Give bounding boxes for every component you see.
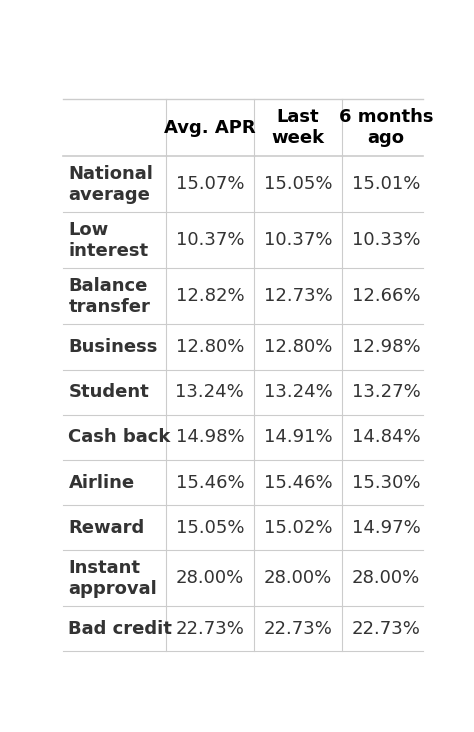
Text: Bad credit: Bad credit — [68, 620, 173, 638]
Text: Airline: Airline — [68, 474, 135, 491]
Text: 12.73%: 12.73% — [264, 288, 332, 305]
Text: 28.00%: 28.00% — [176, 569, 244, 587]
Text: 15.02%: 15.02% — [264, 519, 332, 537]
Text: 15.46%: 15.46% — [264, 474, 332, 491]
Text: Last
week: Last week — [272, 108, 325, 147]
Text: Low
interest: Low interest — [68, 221, 148, 260]
Text: 28.00%: 28.00% — [352, 569, 420, 587]
Text: 12.98%: 12.98% — [352, 338, 420, 356]
Text: Student: Student — [68, 383, 149, 401]
Text: 13.24%: 13.24% — [264, 383, 332, 401]
Text: 15.01%: 15.01% — [352, 176, 420, 193]
Text: 14.98%: 14.98% — [175, 428, 244, 447]
Text: 13.27%: 13.27% — [352, 383, 420, 401]
Text: 14.97%: 14.97% — [352, 519, 420, 537]
Text: Avg. APR: Avg. APR — [164, 119, 255, 137]
Text: 22.73%: 22.73% — [352, 620, 420, 638]
Text: 15.46%: 15.46% — [175, 474, 244, 491]
Text: 13.24%: 13.24% — [175, 383, 244, 401]
Text: 14.84%: 14.84% — [352, 428, 420, 447]
Text: 28.00%: 28.00% — [264, 569, 332, 587]
Text: 10.37%: 10.37% — [175, 231, 244, 250]
Text: 12.66%: 12.66% — [352, 288, 420, 305]
Text: 15.30%: 15.30% — [352, 474, 420, 491]
Text: 15.07%: 15.07% — [175, 176, 244, 193]
Text: 6 months
ago: 6 months ago — [339, 108, 433, 147]
Text: Instant
approval: Instant approval — [68, 559, 157, 598]
Text: Reward: Reward — [68, 519, 145, 537]
Text: 22.73%: 22.73% — [264, 620, 332, 638]
Text: Business: Business — [68, 338, 158, 356]
Text: Balance
transfer: Balance transfer — [68, 277, 150, 315]
Text: National
average: National average — [68, 165, 153, 203]
Text: 22.73%: 22.73% — [175, 620, 244, 638]
Text: 15.05%: 15.05% — [264, 176, 332, 193]
Text: 12.80%: 12.80% — [264, 338, 332, 356]
Text: 15.05%: 15.05% — [175, 519, 244, 537]
Text: 12.82%: 12.82% — [175, 288, 244, 305]
Text: 10.33%: 10.33% — [352, 231, 420, 250]
Text: 12.80%: 12.80% — [176, 338, 244, 356]
Text: 10.37%: 10.37% — [264, 231, 332, 250]
Text: 14.91%: 14.91% — [264, 428, 332, 447]
Text: Cash back: Cash back — [68, 428, 171, 447]
